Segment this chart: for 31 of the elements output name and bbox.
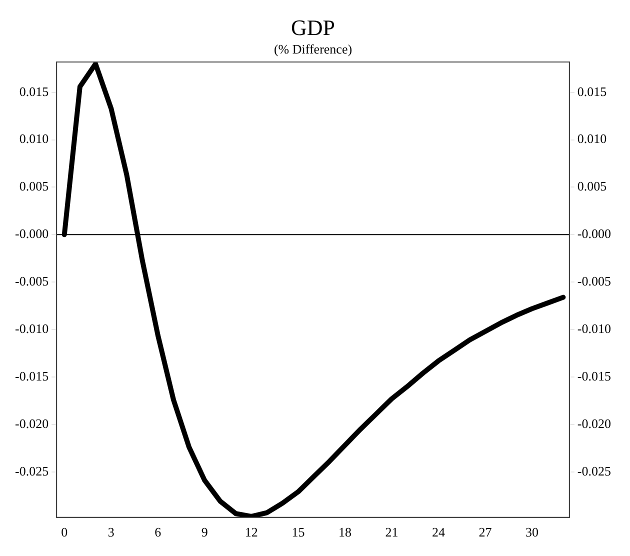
- y2-tick-label: -0.015: [577, 368, 612, 384]
- x-tick-label: 24: [432, 524, 446, 540]
- y2-tick-label: -0.025: [577, 463, 612, 478]
- x-tick-label: 21: [385, 524, 398, 540]
- y-tick-label: 0.010: [19, 131, 49, 146]
- x-tick-label: 12: [244, 524, 258, 540]
- x-tick-label: 18: [338, 524, 352, 540]
- y-tick-label: -0.020: [14, 416, 49, 431]
- x-tick-label: 3: [108, 524, 114, 540]
- x-tick-label: 15: [292, 524, 305, 540]
- y-tick-label: -0.025: [14, 463, 49, 478]
- x-tick-label: 30: [526, 524, 539, 540]
- chart-title: GDP: [290, 14, 336, 40]
- y-tick-label: 0.005: [19, 178, 49, 194]
- y2-tick-label: -0.020: [577, 416, 612, 431]
- chart-subtitle: (% Difference): [274, 42, 352, 57]
- x-tick-label: 9: [201, 524, 208, 540]
- y-tick-label: 0.015: [19, 84, 49, 99]
- x-tick-label: 0: [61, 524, 68, 540]
- y2-tick-label: 0.010: [577, 131, 607, 146]
- x-tick-label: 27: [478, 524, 492, 540]
- y2-tick-label: -0.005: [577, 274, 612, 289]
- y-tick-label: -0.005: [14, 274, 49, 289]
- y2-tick-label: 0.015: [577, 84, 607, 99]
- y2-tick-label: -0.000: [577, 226, 612, 242]
- y2-tick-label: -0.010: [577, 320, 612, 336]
- x-tick-label: 6: [154, 524, 162, 540]
- y-tick-label: -0.010: [14, 320, 49, 336]
- y-tick-label: -0.000: [14, 226, 49, 242]
- y-tick-label: -0.015: [14, 368, 49, 384]
- y2-tick-label: 0.005: [577, 178, 607, 194]
